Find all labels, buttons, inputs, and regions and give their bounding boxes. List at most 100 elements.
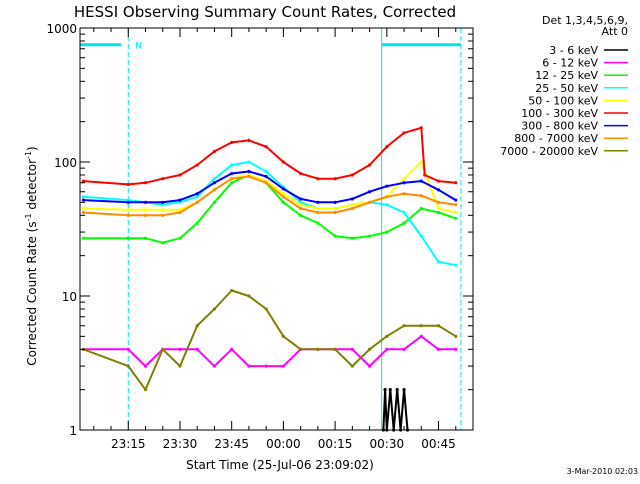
data-point: [385, 145, 389, 149]
chart-title: HESSI Observing Summary Count Rates, Cor…: [74, 3, 456, 21]
legend-entry-label: 800 - 7000 keV: [514, 132, 598, 145]
data-point: [419, 126, 423, 130]
data-point: [161, 347, 165, 351]
y-tick-label: 100: [54, 156, 77, 170]
data-point: [299, 347, 303, 351]
x-tick-label: 00:00: [266, 437, 301, 451]
data-point: [247, 138, 251, 142]
data-point: [212, 364, 217, 368]
data-point: [143, 213, 148, 217]
series-line: [83, 289, 457, 391]
data-point: [178, 208, 182, 212]
data-point: [81, 206, 86, 211]
data-point: [81, 179, 86, 183]
data-point: [423, 173, 427, 177]
data-point: [436, 324, 441, 328]
legend-entry-label: 12 - 25 keV: [535, 69, 598, 82]
legend-entry-label: 6 - 12 keV: [542, 57, 598, 70]
y-axis-label-middle: detector: [25, 159, 39, 214]
data-point: [385, 184, 389, 188]
y-axis-label-end: ): [25, 146, 39, 151]
data-point: [126, 364, 130, 368]
data-point: [367, 347, 372, 351]
data-point: [281, 364, 285, 368]
data-point: [350, 364, 354, 368]
data-point: [178, 198, 182, 202]
data-point: [143, 200, 148, 204]
data-point: [388, 388, 392, 392]
data-point: [195, 324, 199, 328]
data-point: [195, 192, 199, 196]
data-point: [299, 171, 303, 176]
data-point: [126, 236, 130, 240]
data-point: [316, 347, 320, 351]
data-point: [454, 210, 458, 215]
legend-entry-label: 7000 - 20000 keV: [500, 145, 598, 158]
data-point: [419, 179, 423, 183]
data-point: [436, 210, 441, 215]
data-point: [126, 200, 130, 204]
data-point: [126, 208, 130, 212]
data-point: [264, 307, 268, 311]
data-point: [161, 177, 165, 181]
data-point: [436, 260, 441, 264]
data-point: [195, 221, 199, 225]
data-point: [143, 236, 148, 240]
data-point: [395, 388, 399, 392]
data-point: [419, 324, 423, 328]
legend-entry-label: 100 - 300 keV: [521, 107, 598, 120]
data-point: [178, 347, 182, 351]
x-tick-label: 00:15: [318, 437, 353, 451]
series-line: [83, 335, 456, 368]
data-point: [402, 131, 406, 135]
data-point: [436, 179, 441, 183]
data-point: [299, 197, 303, 201]
data-point: [419, 206, 423, 211]
x-tick-label: 23:15: [111, 437, 146, 451]
data-point: [281, 200, 285, 204]
x-tick-label: 00:30: [370, 437, 405, 451]
data-point: [402, 210, 406, 215]
data-point: [299, 206, 303, 211]
data-point: [367, 364, 372, 368]
data-point: [264, 145, 268, 149]
data-point: [264, 364, 268, 368]
data-point: [178, 210, 182, 215]
data-point: [281, 187, 285, 191]
data-point: [230, 163, 234, 167]
data-point: [350, 197, 354, 201]
data-point: [178, 236, 182, 240]
data-point: [212, 149, 217, 153]
data-point: [454, 216, 458, 220]
footer-date: 3-Mar-2010 02:03: [567, 467, 638, 476]
data-point: [333, 206, 337, 211]
data-point: [454, 198, 458, 202]
data-point: [350, 206, 354, 211]
data-point: [161, 241, 165, 245]
data-point: [367, 163, 372, 167]
data-point: [316, 210, 320, 215]
axes: 1 10 100 1000 23:15 23:30 23:45 00:00 00:15 00:30…: [46, 22, 474, 451]
data-point: [333, 177, 337, 181]
data-point: [454, 334, 458, 338]
legend-entry-label: 3 - 6 keV: [549, 44, 598, 57]
data-point: [419, 160, 423, 164]
data-point: [126, 182, 130, 187]
data-point: [230, 140, 234, 145]
data-point: [247, 294, 251, 298]
legend-entry-label: 50 - 100 keV: [528, 94, 598, 107]
data-point: [385, 334, 389, 338]
data-point: [264, 174, 268, 179]
y-axis-label-main: Corrected Count Rate (s: [25, 221, 39, 365]
legend-entry-label: 25 - 50 keV: [535, 82, 598, 95]
x-tick-label: 00:45: [421, 437, 456, 451]
data-point: [436, 200, 441, 204]
plot-frame: [79, 27, 474, 431]
data-point: [385, 195, 389, 199]
data-point: [436, 188, 441, 192]
data-point: [350, 173, 354, 177]
y-axis-label-exponent: -1: [24, 213, 33, 221]
y-tick-label: 1: [69, 424, 77, 438]
